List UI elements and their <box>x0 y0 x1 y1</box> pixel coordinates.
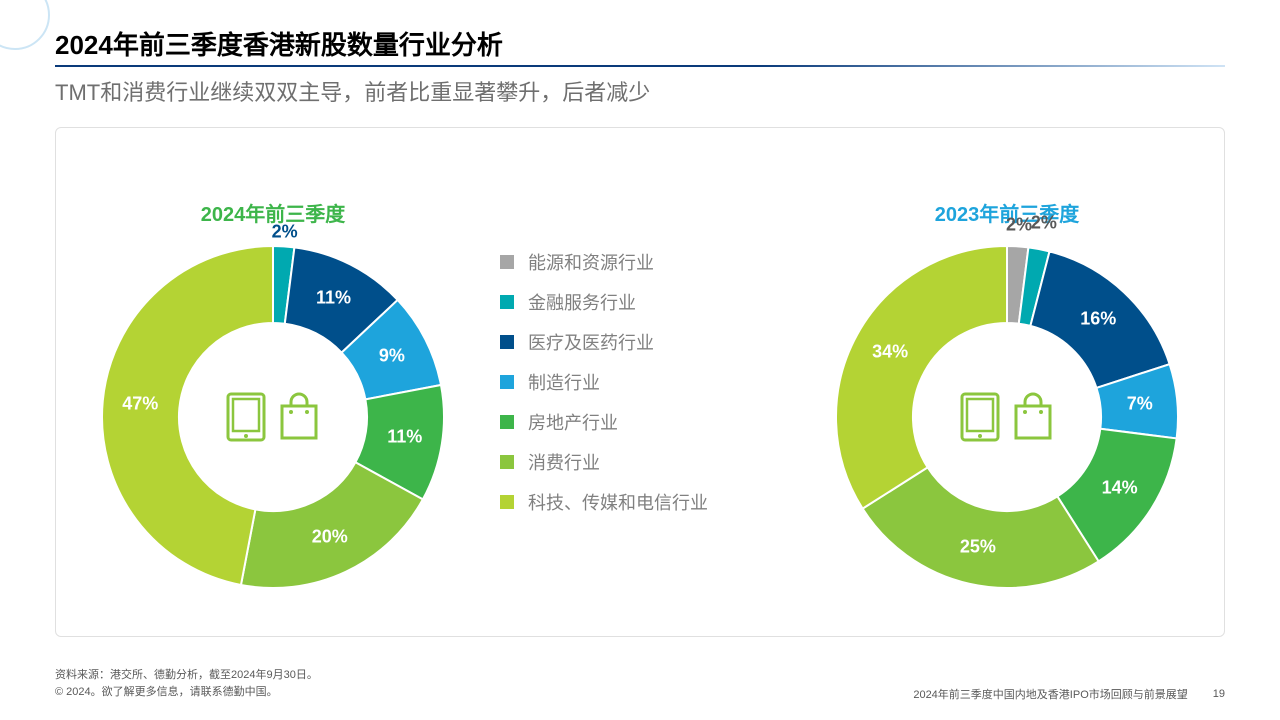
chart-2024-column: 2024年前三季度 2%11%9%11%20%47% <box>56 168 490 597</box>
donut-center-icons <box>960 392 1054 442</box>
legend-label: 科技、传媒和电信行业 <box>528 489 708 515</box>
donut-2024: 2%11%9%11%20%47% <box>93 237 453 597</box>
legend-label: 金融服务行业 <box>528 289 636 315</box>
legend-item: 房地产行业 <box>500 409 790 435</box>
donut-label-manufact: 7% <box>1127 393 1153 414</box>
legend-swatch <box>500 415 514 429</box>
shopping-bag-icon <box>278 392 320 442</box>
chart-2023-column: 2023年前三季度 2%2%16%7%14%25%34% <box>790 168 1224 597</box>
tablet-icon <box>960 392 1000 442</box>
donut-label-financial: 2% <box>1031 213 1057 234</box>
legend: 能源和资源行业金融服务行业医疗及医药行业制造行业房地产行业消费行业科技、传媒和电… <box>490 235 790 529</box>
donut-label-healthcare: 11% <box>316 287 351 308</box>
header: 2024年前三季度香港新股数量行业分析 TMT和消费行业继续双双主导，前者比重显… <box>0 0 1280 112</box>
shopping-bag-icon <box>1012 392 1054 442</box>
legend-item: 能源和资源行业 <box>500 249 790 275</box>
legend-item: 医疗及医药行业 <box>500 329 790 355</box>
legend-item: 科技、传媒和电信行业 <box>500 489 790 515</box>
legend-swatch <box>500 255 514 269</box>
page-title: 2024年前三季度香港新股数量行业分析 <box>55 25 1225 62</box>
tablet-icon <box>226 392 266 442</box>
legend-swatch <box>500 455 514 469</box>
donut-label-realestate: 14% <box>1102 477 1138 498</box>
donut-label-manufact: 9% <box>379 345 405 366</box>
footer-copyright: © 2024。欲了解更多信息，请联系德勤中国。 <box>55 684 318 702</box>
donut-center-icons <box>226 392 320 442</box>
legend-label: 消费行业 <box>528 449 600 475</box>
footer-doc-title: 2024年前三季度中国内地及香港IPO市场回顾与前景展望 <box>913 686 1187 702</box>
chart-panel: 2024年前三季度 2%11%9%11%20%47% 能源和资源行业金融服务行业… <box>55 127 1225 637</box>
legend-item: 制造行业 <box>500 369 790 395</box>
donut-label-financial: 2% <box>272 222 298 243</box>
donut-label-tmt: 34% <box>872 342 908 363</box>
donut-label-energy: 2% <box>1006 215 1032 236</box>
donut-label-consumer: 25% <box>960 536 996 557</box>
legend-label: 医疗及医药行业 <box>528 329 654 355</box>
donut-label-healthcare: 16% <box>1080 309 1116 330</box>
donut-slice-tmt <box>836 246 1007 509</box>
donut-label-consumer: 20% <box>312 527 348 548</box>
footer: 资料来源：港交所、德勤分析，截至2024年9月30日。 © 2024。欲了解更多… <box>55 667 1225 702</box>
title-rule <box>55 65 1225 67</box>
legend-item: 消费行业 <box>500 449 790 475</box>
page-number: 19 <box>1213 688 1225 700</box>
donut-2023: 2%2%16%7%14%25%34% <box>827 237 1187 597</box>
legend-label: 能源和资源行业 <box>528 249 654 275</box>
donut-label-tmt: 47% <box>122 393 158 414</box>
legend-swatch <box>500 335 514 349</box>
footer-source: 资料来源：港交所、德勤分析，截至2024年9月30日。 <box>55 667 318 685</box>
legend-label: 房地产行业 <box>528 409 618 435</box>
page-subtitle: TMT和消费行业继续双双主导，前者比重显著攀升，后者减少 <box>55 75 1225 107</box>
legend-label: 制造行业 <box>528 369 600 395</box>
legend-swatch <box>500 375 514 389</box>
legend-swatch <box>500 495 514 509</box>
donut-label-realestate: 11% <box>387 427 422 448</box>
legend-swatch <box>500 295 514 309</box>
legend-item: 金融服务行业 <box>500 289 790 315</box>
